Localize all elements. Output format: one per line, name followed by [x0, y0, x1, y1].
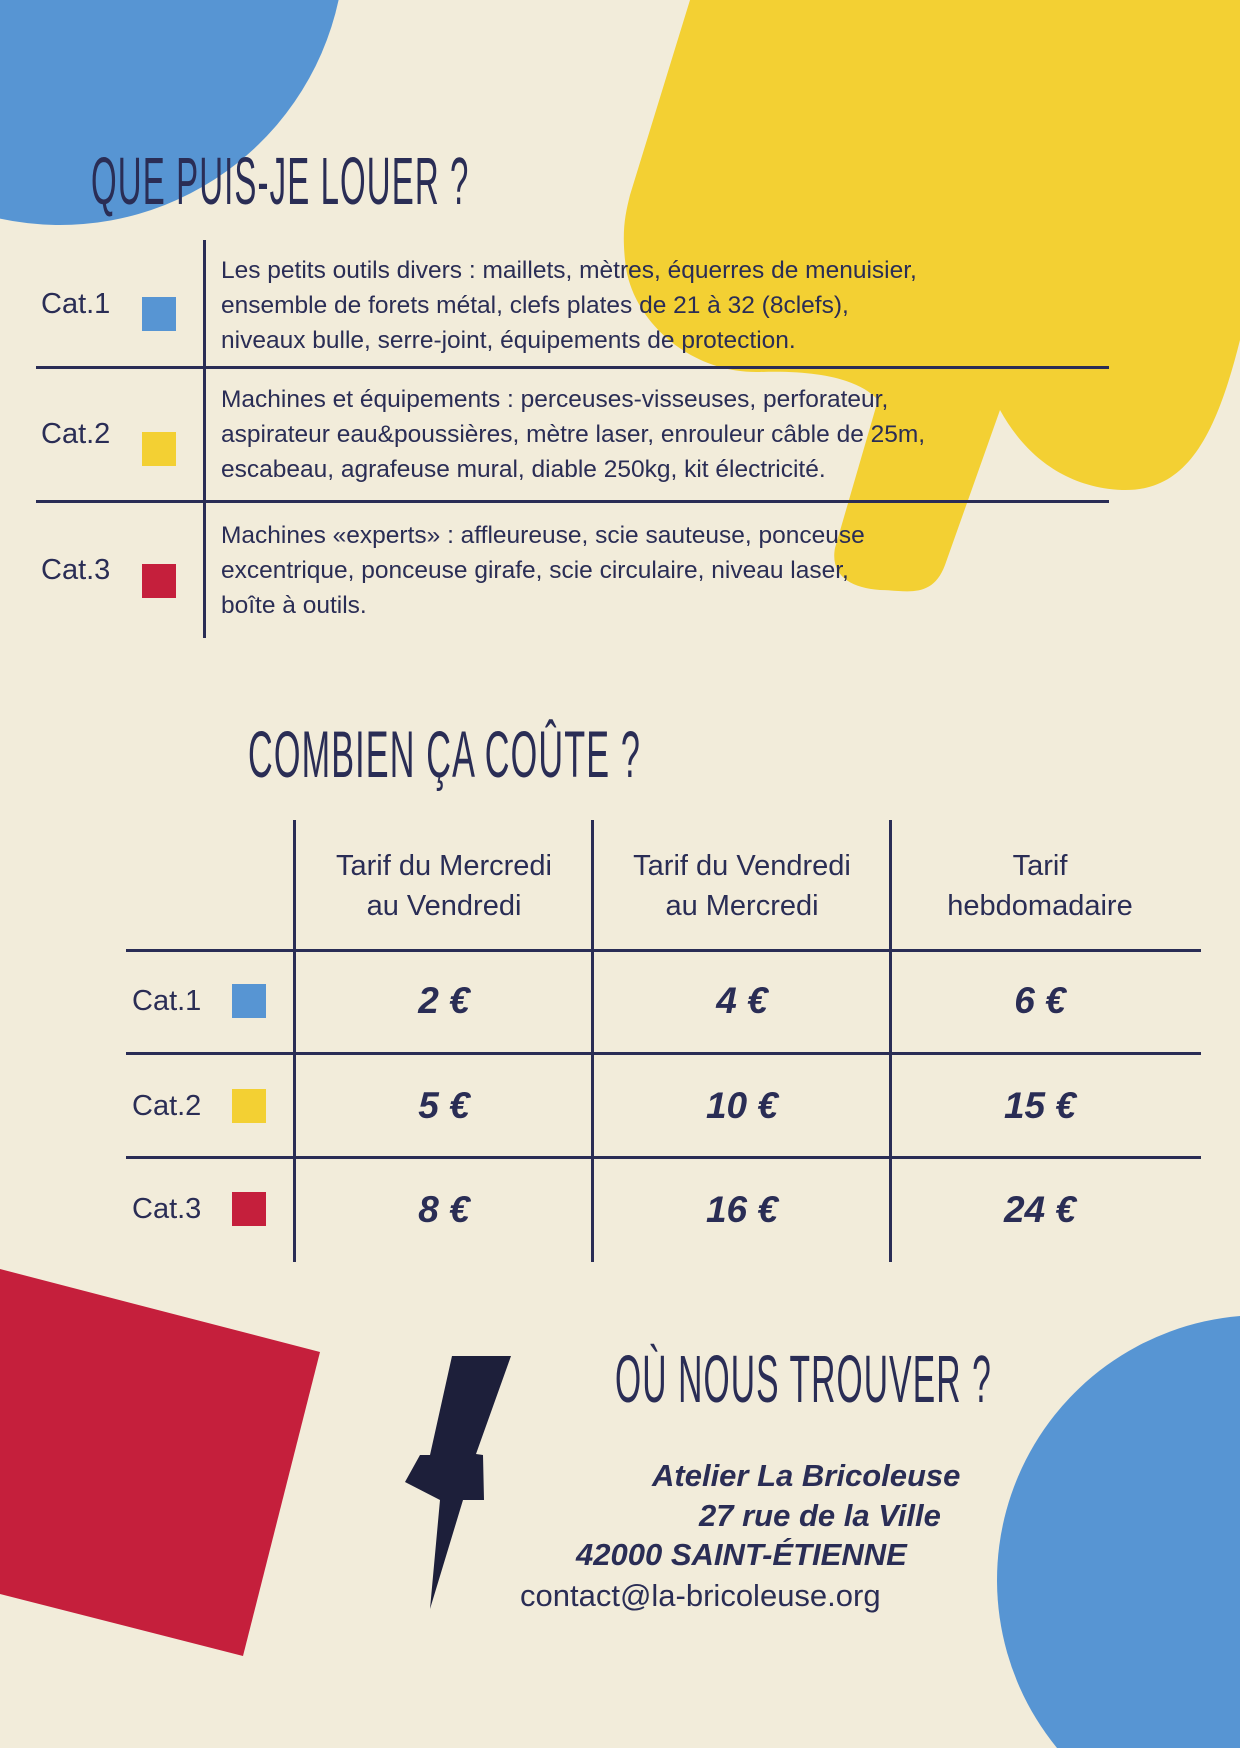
- header-line: au Mercredi: [665, 890, 819, 922]
- desc-line: aspirateur eau&poussières, mètre laser, …: [221, 421, 926, 448]
- price-table-col-divider: [293, 820, 296, 1262]
- price-cell: 4 €: [716, 980, 768, 1021]
- address-name: Atelier La Bricoleuse: [652, 1458, 961, 1493]
- price-table-row-divider: [126, 1156, 1201, 1159]
- price-cell: 15 €: [1003, 1085, 1076, 1126]
- category-label: Cat.2: [41, 418, 111, 450]
- blue-circle-bottom-right: [997, 1316, 1240, 1748]
- lightning-bolt-icon: [405, 1356, 511, 1609]
- price-cell: 16 €: [705, 1189, 778, 1230]
- category-description: Machines et équipements : perceuses-viss…: [221, 382, 1101, 487]
- desc-line: Machines «experts» : affleureuse, scie s…: [221, 522, 865, 549]
- blue-circle-top-left: [0, 0, 339, 225]
- yellow-blob: [623, 0, 1240, 592]
- desc-line: excentrique, ponceuse girafe, scie circu…: [221, 557, 849, 584]
- category-label: Cat.2: [132, 1090, 202, 1122]
- category-color-swatch: [232, 984, 266, 1018]
- price-table-col-divider: [591, 820, 594, 1262]
- category-color-swatch: [232, 1089, 266, 1123]
- rent-table-row-divider: [36, 500, 1109, 503]
- header-line: hebdomadaire: [947, 890, 1133, 922]
- desc-line: niveaux bulle, serre-joint, équipements …: [221, 327, 796, 354]
- category-label: Cat.1: [132, 985, 202, 1017]
- price-cell: 5 €: [418, 1085, 470, 1126]
- location-section-title: OÙ NOUS TROUVER ?: [615, 1341, 992, 1417]
- address-street: 27 rue de la Ville: [699, 1498, 941, 1533]
- category-color-swatch: [142, 432, 176, 466]
- category-label: Cat.1: [41, 288, 111, 320]
- address-city: 42000 SAINT-ÉTIENNE: [576, 1537, 907, 1572]
- price-table-col-divider: [889, 820, 892, 1262]
- category-description: Les petits outils divers : maillets, mèt…: [221, 253, 1101, 358]
- header-line: Tarif du Mercredi: [336, 850, 552, 882]
- price-cell: 8 €: [418, 1189, 470, 1230]
- desc-line: Les petits outils divers : maillets, mèt…: [221, 257, 917, 284]
- column-header: Tarif hebdomadaire: [891, 846, 1189, 926]
- rent-table-row-divider: [36, 366, 1109, 369]
- rent-section-title: QUE PUIS-JE LOUER ?: [91, 143, 470, 219]
- desc-line: boîte à outils.: [221, 592, 367, 619]
- category-label: Cat.3: [132, 1193, 202, 1225]
- category-label: Cat.3: [41, 554, 111, 586]
- category-color-swatch: [232, 1192, 266, 1226]
- contact-email-link[interactable]: contact@la-bricoleuse.org: [520, 1578, 881, 1613]
- desc-line: Machines et équipements : perceuses-viss…: [221, 386, 889, 413]
- rent-table-divider: [203, 240, 206, 638]
- category-color-swatch: [142, 297, 176, 331]
- price-cell: 2 €: [418, 980, 470, 1021]
- header-line: Tarif du Vendredi: [633, 850, 851, 882]
- column-header: Tarif du Mercredi au Vendredi: [295, 846, 593, 926]
- red-quadrilateral: [0, 1269, 320, 1656]
- desc-line: escabeau, agrafeuse mural, diable 250kg,…: [221, 456, 826, 483]
- header-line: au Vendredi: [366, 890, 522, 922]
- price-section-title: COMBIEN ÇA COÛTE ?: [248, 717, 641, 792]
- column-header: Tarif du Vendredi au Mercredi: [593, 846, 891, 926]
- category-color-swatch: [142, 564, 176, 598]
- price-table-row-divider: [126, 1052, 1201, 1055]
- price-cell: 6 €: [1014, 980, 1066, 1021]
- price-cell: 10 €: [705, 1085, 778, 1126]
- price-cell: 24 €: [1003, 1189, 1076, 1230]
- header-line: Tarif: [1012, 850, 1068, 882]
- price-table-row-divider: [126, 949, 1201, 952]
- category-description: Machines «experts» : affleureuse, scie s…: [221, 518, 1101, 623]
- desc-line: ensemble de forets métal, clefs plates d…: [221, 292, 849, 319]
